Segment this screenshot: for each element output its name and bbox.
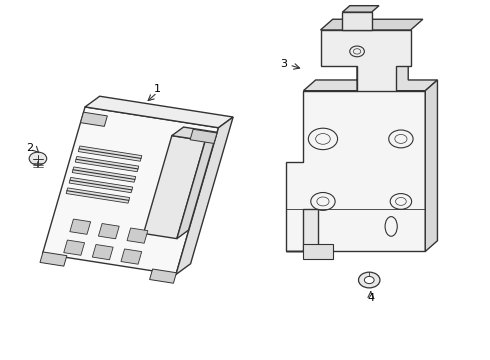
Text: 4: 4 [367, 293, 374, 303]
Text: 2: 2 [26, 143, 33, 153]
Polygon shape [121, 249, 142, 264]
Polygon shape [425, 80, 438, 251]
Polygon shape [92, 244, 113, 260]
Polygon shape [40, 252, 67, 266]
Polygon shape [98, 224, 119, 239]
Polygon shape [80, 112, 107, 126]
Text: 3: 3 [280, 59, 288, 69]
Polygon shape [320, 30, 411, 91]
Polygon shape [287, 66, 425, 251]
Polygon shape [320, 19, 423, 30]
Polygon shape [127, 228, 148, 243]
Polygon shape [66, 188, 130, 203]
Polygon shape [343, 12, 372, 30]
Polygon shape [343, 6, 379, 12]
Polygon shape [70, 219, 91, 234]
Polygon shape [64, 240, 85, 255]
Polygon shape [190, 129, 217, 144]
Polygon shape [78, 146, 142, 161]
Polygon shape [72, 167, 136, 182]
Circle shape [29, 152, 47, 165]
Polygon shape [75, 157, 139, 172]
Polygon shape [69, 177, 133, 193]
Polygon shape [172, 127, 217, 141]
Polygon shape [149, 269, 176, 283]
Polygon shape [176, 117, 233, 274]
Circle shape [359, 272, 380, 288]
Polygon shape [177, 132, 217, 239]
Polygon shape [43, 107, 219, 274]
Polygon shape [287, 208, 318, 251]
Polygon shape [144, 136, 205, 239]
Polygon shape [303, 244, 333, 258]
Circle shape [365, 276, 374, 284]
Polygon shape [85, 96, 233, 128]
Polygon shape [303, 55, 438, 91]
Text: 1: 1 [154, 84, 161, 94]
